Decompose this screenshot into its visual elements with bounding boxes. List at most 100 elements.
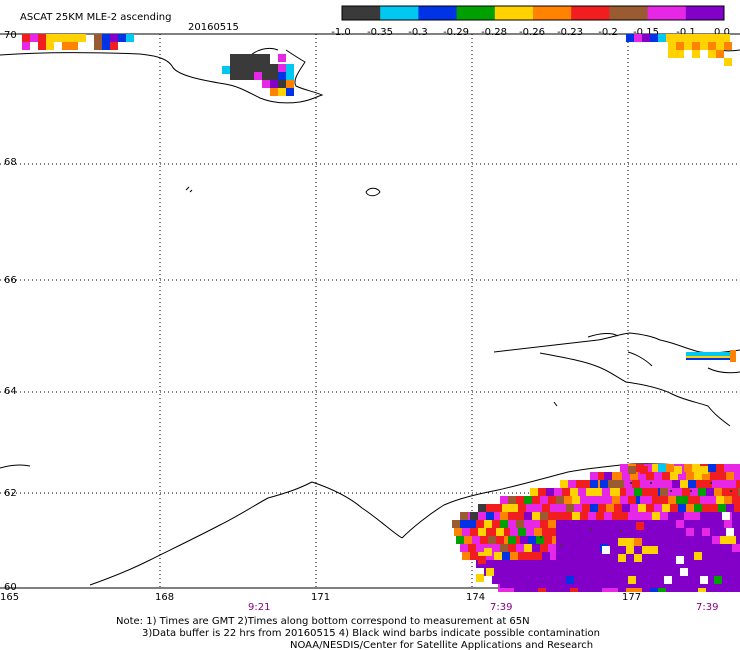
data-pixel xyxy=(262,72,270,80)
data-pixel xyxy=(270,72,278,80)
data-pixel xyxy=(246,64,254,72)
data-pixel xyxy=(716,520,724,528)
data-pixel xyxy=(492,520,500,528)
data-pixel xyxy=(696,480,704,488)
data-pixel xyxy=(726,552,734,560)
data-pixel xyxy=(694,472,702,480)
data-pixel xyxy=(604,496,612,504)
data-pixel xyxy=(588,512,596,520)
data-pixel xyxy=(452,520,460,528)
data-pixel xyxy=(700,42,708,50)
data-pixel xyxy=(708,520,716,528)
data-pixel xyxy=(670,504,678,512)
data-pixel xyxy=(650,546,658,554)
data-pixel xyxy=(468,544,476,552)
data-pixel xyxy=(600,480,608,488)
data-pixel xyxy=(708,512,716,520)
colorbar-label: 0.0 xyxy=(714,27,730,38)
data-pixel xyxy=(476,544,484,552)
data-pixel xyxy=(714,34,722,42)
data-pixel xyxy=(254,72,262,80)
data-pixel xyxy=(62,42,70,50)
data-pixel xyxy=(694,552,702,560)
data-pixel xyxy=(502,528,510,536)
data-pixel xyxy=(728,480,736,488)
data-pixel xyxy=(500,512,508,520)
data-pixel xyxy=(722,488,730,496)
data-pixel xyxy=(102,42,110,50)
data-pixel xyxy=(538,488,546,496)
data-pixel xyxy=(694,528,702,536)
data-pixel xyxy=(658,464,666,472)
data-pixel xyxy=(22,34,30,42)
data-pixel xyxy=(556,496,564,504)
data-pixel xyxy=(478,528,486,536)
data-pixel xyxy=(710,528,718,536)
data-pixel xyxy=(556,512,564,520)
data-pixel xyxy=(686,356,734,358)
data-pixel xyxy=(630,504,638,512)
data-pixel xyxy=(572,496,580,504)
coastlines xyxy=(0,45,740,586)
data-pixel xyxy=(614,472,622,480)
data-pixel xyxy=(668,512,676,520)
data-pixel xyxy=(560,544,562,546)
data-pixel xyxy=(550,552,558,560)
data-pixel xyxy=(536,536,544,544)
data-pixel xyxy=(652,512,660,520)
data-pixel xyxy=(734,552,740,560)
data-pixel xyxy=(650,34,658,42)
data-pixel xyxy=(708,544,716,552)
data-pixel xyxy=(686,472,694,480)
data-pixel xyxy=(692,520,700,528)
data-pixel xyxy=(642,488,650,496)
data-pixel xyxy=(78,34,86,42)
data-pixel xyxy=(692,496,700,504)
data-pixel xyxy=(672,480,680,488)
data-pixel xyxy=(736,480,740,488)
data-pixel xyxy=(682,34,690,42)
data-pixel xyxy=(618,554,626,562)
lon-label-171: 171 xyxy=(311,592,330,603)
data-pixel xyxy=(518,552,526,560)
data-pixel xyxy=(710,482,712,484)
data-pixel xyxy=(716,42,724,50)
data-pixel xyxy=(674,34,682,42)
data-pixel xyxy=(510,552,518,560)
data-pixel xyxy=(650,488,658,496)
lon-label-177: 177 xyxy=(622,592,641,603)
data-pixel xyxy=(702,504,710,512)
data-pixel xyxy=(724,520,732,528)
data-pixel xyxy=(566,576,574,584)
data-pixel xyxy=(680,568,688,576)
data-pixel xyxy=(676,544,684,552)
data-pixel xyxy=(524,496,532,504)
data-pixel xyxy=(492,568,500,576)
data-pixel xyxy=(680,536,688,544)
pass-times: 9:21 7:39 7:39 xyxy=(248,602,718,613)
data-pixel xyxy=(544,536,552,544)
data-pixel xyxy=(30,34,38,42)
colorbar xyxy=(341,5,725,21)
data-pixel xyxy=(624,480,632,488)
map-date: 20160515 xyxy=(188,22,239,33)
data-pixel xyxy=(718,552,726,560)
data-pixel xyxy=(478,556,486,564)
data-pixel xyxy=(222,66,230,74)
data-pixel xyxy=(666,34,674,42)
data-pixel xyxy=(520,536,528,544)
data-pixel xyxy=(686,528,694,536)
data-pixel xyxy=(724,496,732,504)
colorbar-swatch xyxy=(647,6,687,20)
map-title: ASCAT 25KM MLE-2 ascending xyxy=(20,12,171,23)
data-pixel xyxy=(618,538,626,546)
data-pixel xyxy=(636,522,644,530)
data-pixel xyxy=(686,504,694,512)
data-pixel xyxy=(626,488,634,496)
data-pixel xyxy=(620,530,622,532)
data-pixel xyxy=(700,512,708,520)
data-pixel xyxy=(674,466,682,474)
data-pixel xyxy=(676,520,684,528)
data-pixel xyxy=(704,536,712,544)
data-pixel xyxy=(602,546,610,554)
